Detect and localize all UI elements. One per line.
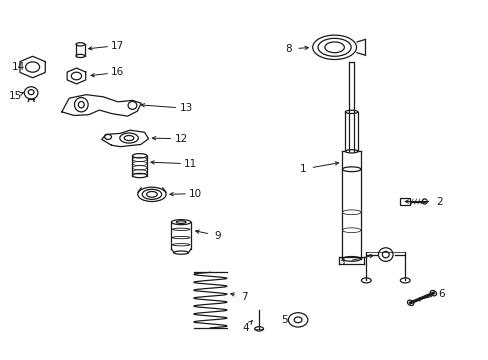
Text: 15: 15	[9, 91, 22, 101]
Text: 5: 5	[281, 315, 287, 325]
Text: 1: 1	[299, 164, 305, 174]
Text: 3: 3	[338, 257, 345, 267]
Text: 11: 11	[184, 159, 197, 169]
Text: 6: 6	[438, 289, 444, 299]
Text: 2: 2	[435, 197, 442, 207]
Text: 13: 13	[179, 103, 192, 113]
Text: 17: 17	[111, 41, 124, 50]
Text: 7: 7	[241, 292, 247, 302]
Text: 12: 12	[174, 134, 187, 144]
Text: 10: 10	[189, 189, 202, 199]
Text: 14: 14	[11, 62, 24, 72]
Text: 8: 8	[285, 44, 291, 54]
Text: 9: 9	[214, 231, 221, 240]
Bar	[400, 198, 409, 205]
Text: 4: 4	[242, 323, 248, 333]
Text: 16: 16	[111, 67, 124, 77]
